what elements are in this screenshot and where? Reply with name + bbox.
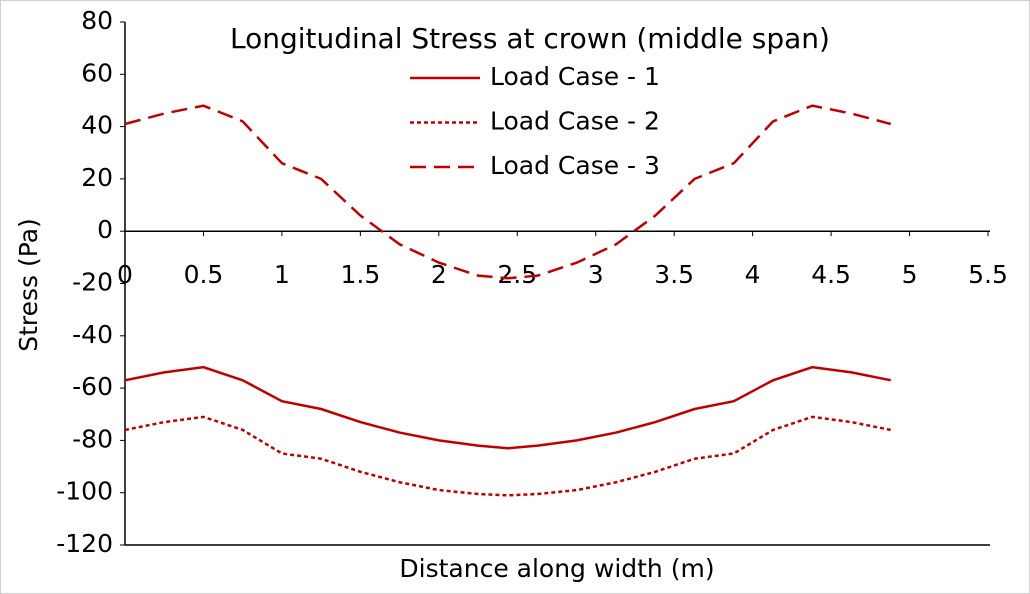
y-tick-label: -40: [72, 320, 113, 349]
x-tick-label: 4.5: [811, 260, 851, 289]
x-tick-label: 2: [431, 260, 447, 289]
x-tick-label: 1: [274, 260, 290, 289]
x-tick-label: 2.5: [497, 260, 537, 289]
y-tick-label: 80: [81, 6, 113, 35]
y-tick-label: -120: [56, 529, 113, 558]
x-tick-label: 0: [117, 260, 133, 289]
y-tick-label: 0: [97, 215, 113, 244]
y-tick-label: -100: [56, 477, 113, 506]
y-axis-label: Stress (Pa): [14, 218, 43, 352]
x-tick-label: 0.5: [184, 260, 224, 289]
x-tick-label: 3: [588, 260, 604, 289]
y-tick-label: 60: [81, 58, 113, 87]
series-line: [124, 104, 892, 280]
y-tick-label: -20: [72, 268, 113, 297]
x-tick-label: 3.5: [654, 260, 694, 289]
legend-label: Load Case - 3: [490, 151, 660, 180]
series-line: [124, 415, 891, 497]
series-line: [124, 365, 891, 450]
y-tick-label: 20: [81, 163, 113, 192]
x-tick-label: 5: [902, 260, 918, 289]
x-tick-label: 4: [745, 260, 761, 289]
x-tick-label: 1.5: [340, 260, 380, 289]
y-tick-label: -80: [72, 424, 113, 453]
y-tick-label: -60: [72, 372, 113, 401]
chart-title: Longitudinal Stress at crown (middle spa…: [230, 22, 830, 55]
legend-label: Load Case - 1: [490, 62, 660, 91]
legend-label: Load Case - 2: [490, 107, 660, 136]
y-tick-label: 40: [81, 111, 113, 140]
x-axis-label: Distance along width (m): [399, 554, 714, 583]
x-tick-label: 5.5: [968, 260, 1008, 289]
